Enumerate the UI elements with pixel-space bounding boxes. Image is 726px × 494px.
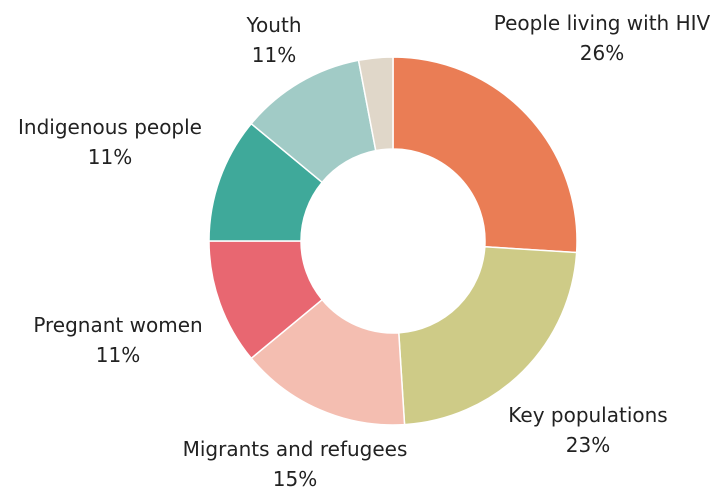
label-text: Pregnant women xyxy=(33,313,203,337)
slice-other xyxy=(357,56,394,152)
label-youth: Youth 11% xyxy=(224,10,324,70)
label-percent: 26% xyxy=(579,41,625,65)
label-people-living-with-hiv: People living with HIV 26% xyxy=(482,8,722,68)
label-indigenous-people: Indigenous people 11% xyxy=(0,112,220,172)
label-text: Youth xyxy=(246,13,302,37)
label-text: Key populations xyxy=(508,403,668,427)
label-percent: 11% xyxy=(95,343,141,367)
label-text: People living with HIV xyxy=(493,11,711,35)
label-percent: 11% xyxy=(251,43,297,67)
label-percent: 11% xyxy=(87,145,133,169)
label-key-populations: Key populations 23% xyxy=(488,400,688,460)
label-text: Migrants and refugees xyxy=(182,437,408,461)
label-migrants-and-refugees: Migrants and refugees 15% xyxy=(170,434,420,494)
label-text: Indigenous people xyxy=(18,115,202,139)
label-percent: 23% xyxy=(565,433,611,457)
slice-migrants-and-refugees xyxy=(250,298,406,426)
donut-slices xyxy=(208,56,578,426)
slice-people-living-with-hiv xyxy=(392,56,578,254)
label-percent: 15% xyxy=(272,467,318,491)
slice-key-populations xyxy=(397,245,578,426)
label-pregnant-women: Pregnant women 11% xyxy=(18,310,218,370)
